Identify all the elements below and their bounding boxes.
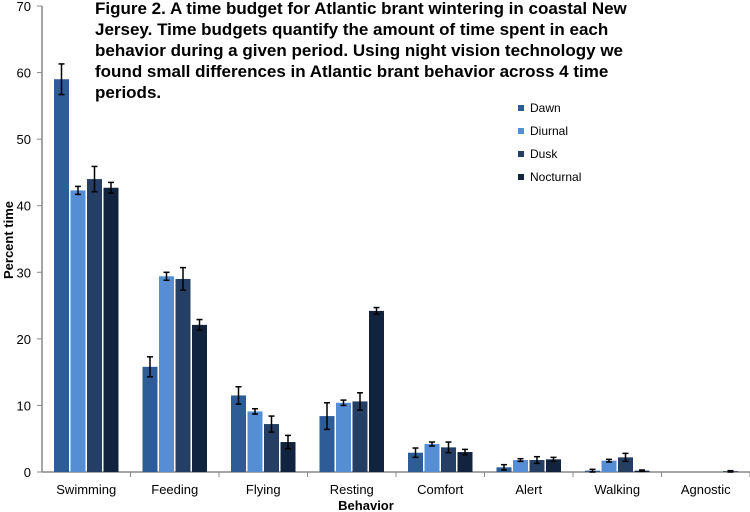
bar-dawn-comfort: [408, 452, 423, 472]
legend-swatch: [518, 173, 524, 180]
y-tick-label: 10: [17, 398, 31, 413]
legend-label: Dawn: [530, 100, 561, 115]
legend-label: Diurnal: [530, 123, 569, 138]
x-axis-title: Behavior: [338, 498, 394, 512]
bar-nocturnal-flying: [280, 442, 296, 472]
bar-dawn-swimming: [54, 79, 69, 472]
y-tick-label: 70: [17, 0, 31, 14]
bar-nocturnal-resting: [369, 310, 384, 472]
bar-dusk-alert: [529, 460, 545, 472]
legend-item: Diurnal: [518, 119, 581, 142]
bar-diurnal-resting: [336, 402, 351, 472]
bar-dawn-feeding: [142, 366, 158, 472]
x-tick-label: Resting: [330, 482, 374, 497]
y-tick-label: 60: [17, 66, 31, 81]
bar-dawn-flying: [231, 395, 246, 472]
x-tick-label: Agnostic: [681, 482, 731, 497]
bar-nocturnal-feeding: [192, 324, 207, 472]
legend-label: Dusk: [530, 146, 558, 161]
y-tick-label: 30: [17, 265, 31, 280]
bar-diurnal-alert: [513, 460, 528, 472]
bar-dusk-resting: [352, 401, 368, 472]
bar-diurnal-comfort: [424, 444, 440, 472]
legend-label: Nocturnal: [530, 169, 582, 184]
y-tick-label: 50: [17, 132, 31, 147]
legend-swatch: [518, 150, 524, 157]
bar-diurnal-walking: [601, 460, 617, 472]
x-tick-label: Alert: [515, 482, 542, 497]
legend-item: Dawn: [518, 96, 581, 119]
bar-nocturnal-comfort: [457, 452, 473, 472]
y-axis-title: Percent time: [1, 201, 16, 279]
x-tick-label: Comfort: [417, 482, 464, 497]
bar-diurnal-swimming: [70, 190, 86, 472]
legend-item: Dusk: [518, 142, 581, 165]
bar-dusk-walking: [618, 457, 633, 472]
y-tick-label: 40: [17, 199, 31, 214]
bar-dusk-feeding: [175, 278, 191, 472]
bar-dawn-resting: [319, 416, 335, 472]
bar-diurnal-flying: [247, 411, 263, 472]
bar-dusk-flying: [264, 424, 279, 472]
x-tick-label: Flying: [246, 482, 281, 497]
x-tick-label: Swimming: [56, 482, 116, 497]
bar-diurnal-feeding: [159, 276, 174, 472]
bar-nocturnal-swimming: [103, 187, 119, 473]
y-tick-label: 0: [24, 465, 31, 480]
bar-dusk-swimming: [87, 179, 102, 473]
legend: Dawn Diurnal Dusk Nocturnal: [518, 96, 581, 188]
x-tick-label: Feeding: [151, 482, 198, 497]
x-tick-label: Walking: [594, 482, 640, 497]
legend-swatch: [518, 104, 524, 111]
bar-nocturnal-alert: [546, 459, 561, 472]
bar-dusk-comfort: [441, 447, 456, 472]
legend-swatch: [518, 127, 524, 134]
chart-title: Figure 2. A time budget for Atlantic bra…: [95, 0, 627, 102]
y-tick-label: 20: [17, 332, 31, 347]
legend-item: Nocturnal: [518, 165, 581, 188]
